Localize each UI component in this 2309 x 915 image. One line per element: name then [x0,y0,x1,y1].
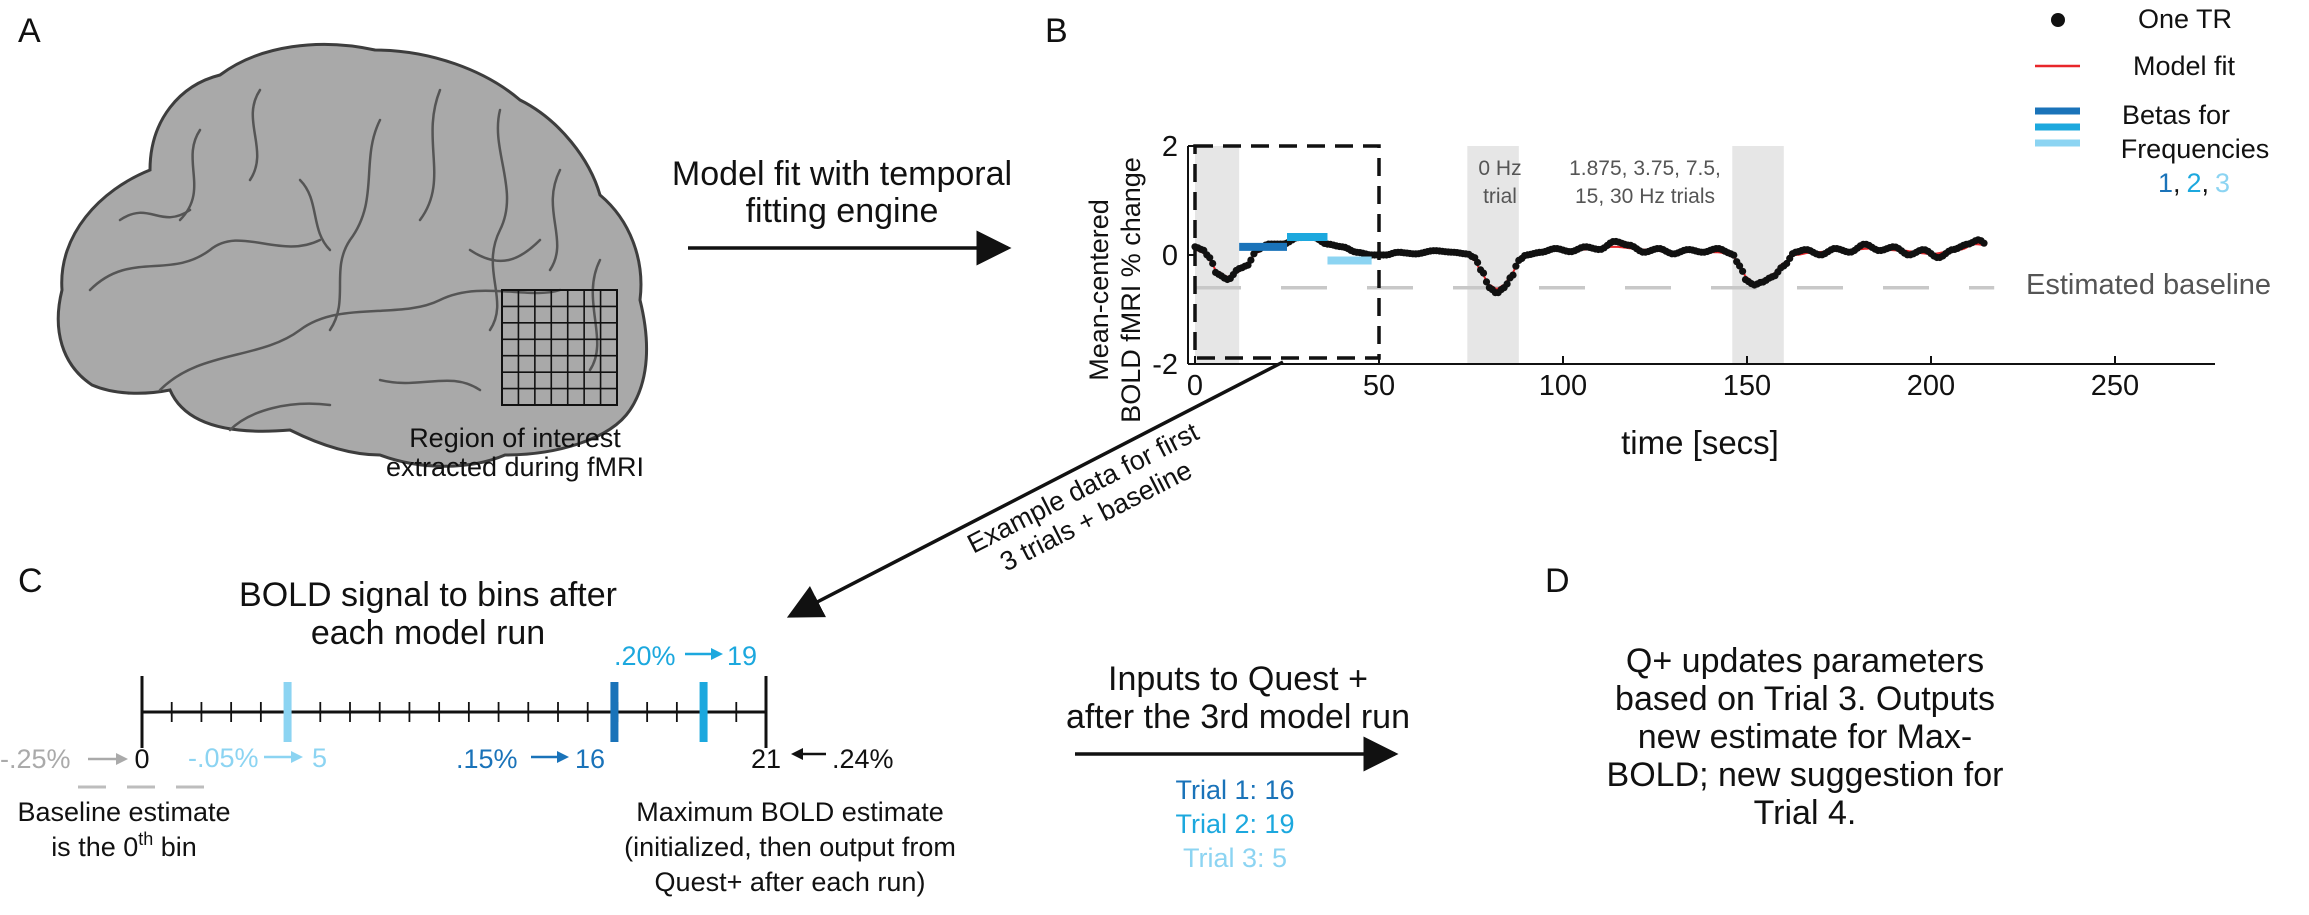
tr-point-99 [1482,278,1491,286]
legend-model-fit: Model fit [2133,51,2236,81]
arrow-bc [786,360,1284,618]
quest-trial-3: Trial 3: 5 [1183,843,1287,873]
panel-letter-d: D [1545,562,1570,600]
y-tick-label-0: 2 [1162,131,1178,163]
marker-2-pct: .15% [456,744,518,774]
y-tick-label-1: 0 [1162,240,1178,272]
marker-3-arrowhead [711,648,723,660]
panel-c-title-1: BOLD signal to bins after [239,576,617,614]
baseline-text-sup: th [138,829,153,849]
legend-freq-sep-2: , [2202,168,2210,198]
panel-letter-b: B [1045,12,1068,50]
tr-point-106 [1503,280,1511,288]
legend-betas-1: Betas for [2122,100,2230,130]
tr-point-96 [1474,258,1482,267]
y-axis-label-2: BOLD fMRI % change [1116,157,1146,423]
right-pct: .24% [832,744,894,774]
trial-shades [1195,146,1784,364]
x-axis-label: time [secs] [1621,424,1779,461]
tr-point-268 [1980,239,1988,247]
x-tick-label-0: 0 [1187,370,1203,402]
chart-axes: 2 0 -2 0 50 100 150 200 250 [1152,131,2215,402]
tr-point-6 [1209,259,1217,268]
tr-point-186 [1739,267,1747,275]
tr-point-109 [1512,262,1520,270]
bin-label-21: 21 [751,744,781,774]
baseline-pct: -.25% [0,744,71,774]
marker-2-arrowhead [557,751,569,763]
arrow-ab-label-2: fitting engine [746,192,939,230]
baseline-text-2b: bin [153,832,197,862]
panel-c-title-2: each model run [311,614,545,652]
tr-point-19 [1247,256,1255,264]
tr-points [1191,233,1988,297]
tr-point-108 [1509,271,1517,279]
tr-point-5 [1206,254,1214,262]
max-text-3: Quest+ after each run) [655,867,926,897]
baseline-text-2a: is the 0 [51,832,138,862]
quest-title-2: after the 3rd model run [1066,698,1410,736]
baseline-pct-arrowhead [116,753,128,765]
panel-d-text-1: Q+ updates parameters [1626,642,1984,680]
legend-one-tr: One TR [2138,4,2232,34]
trials-label-1: 1.875, 3.75, 7.5, [1569,157,1721,180]
x-tick-label-4: 200 [1907,370,1955,402]
x-tick-label-2: 100 [1539,370,1587,402]
trial-shade-3 [1732,146,1784,364]
y-axis-label-1: Mean-centered [1084,199,1114,381]
panel-d-text-3: new estimate for Max- [1638,718,1972,756]
legend-freq-sep-1: , [2173,168,2181,198]
tr-point-98 [1479,269,1488,277]
roi-grid-icon [501,289,618,406]
panel-d-text-2: based on Trial 3. Outputs [1615,680,1995,718]
baseline-label: Estimated baseline [2026,269,2271,301]
bold-timecourse-chart: 2 0 -2 0 50 100 150 200 250 [1152,131,2215,402]
legend-one-tr-marker [2051,13,2065,27]
quest-title-1: Inputs to Quest + [1108,660,1368,698]
panel-letter-a: A [18,12,41,50]
bin-ruler [140,676,768,748]
legend-freq-2: 2 [2186,168,2201,198]
x-tick-label-3: 150 [1723,370,1771,402]
x-tick-label-1: 50 [1363,370,1395,402]
panel-d-text-5: Trial 4. [1754,794,1857,832]
max-text-1: Maximum BOLD estimate [636,797,944,827]
roi-label-line-2: extracted during fMRI [386,452,644,482]
baseline-text-1: Baseline estimate [17,797,230,827]
marker-3-bin: 19 [727,641,757,671]
arrow-ab-label-1: Model fit with temporal [672,155,1012,193]
marker-3-pct: .20% [614,641,676,671]
trials-label-2: 15, 30 Hz trials [1575,185,1715,208]
trial-shade-1 [1195,146,1240,364]
example-data-box [1193,144,1381,360]
marker-1-pct: -.05% [188,743,259,773]
quest-trial-1: Trial 1: 16 [1175,775,1294,805]
baseline-text-2: is the 0th bin [51,829,197,862]
legend-frequency-list: 1, 2, 3 [2158,168,2230,198]
y-tick-label-2: -2 [1152,349,1178,381]
legend: One TR Model fit Betas for Frequencies 1… [2035,4,2269,198]
marker-1-bin: 5 [312,743,327,773]
roi-label-line-1: Region of interest [409,423,621,453]
max-text-2: (initialized, then output from [624,832,956,862]
quest-trial-2: Trial 2: 19 [1175,809,1294,839]
trial0-label-1: 0 Hz [1478,157,1521,180]
legend-betas-2: Frequencies [2121,134,2270,164]
tr-point-185 [1736,262,1744,270]
marker-2-bin: 16 [575,744,605,774]
tr-point-183 [1730,251,1738,259]
legend-freq-3: 3 [2215,168,2230,198]
legend-freq-1: 1 [2158,168,2173,198]
marker-1-arrowhead [291,751,303,763]
brain-illustration [56,42,648,468]
roi-grid-border [501,289,618,406]
panel-d-text-4: BOLD; new suggestion for [1607,756,2004,794]
right-pct-arrowhead [791,748,803,760]
beta-bars [1239,233,1372,265]
bin-label-0: 0 [134,744,149,774]
x-tick-label-5: 250 [2091,370,2139,402]
panel-letter-c: C [18,562,43,600]
trial0-label-2: trial [1483,185,1517,208]
